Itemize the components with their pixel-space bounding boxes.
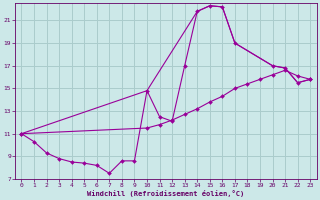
X-axis label: Windchill (Refroidissement éolien,°C): Windchill (Refroidissement éolien,°C): [87, 190, 244, 197]
